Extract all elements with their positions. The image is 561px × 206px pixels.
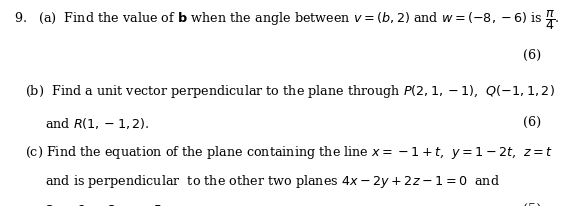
Text: 9.   (a)  Find the value of $\mathbf{b}$ when the angle between $v = (b, 2)$ and: 9. (a) Find the value of $\mathbf{b}$ wh… xyxy=(15,8,560,32)
Text: (b)  Find a unit vector perpendicular to the plane through $P(2, 1, -1)$,  $Q(-1: (b) Find a unit vector perpendicular to … xyxy=(25,83,555,100)
Text: (6): (6) xyxy=(523,48,541,61)
Text: (6): (6) xyxy=(523,115,541,128)
Text: and $R(1, -1, 2)$.: and $R(1, -1, 2)$. xyxy=(45,115,150,130)
Text: (c) Find the equation of the plane containing the line $x = -1 + t$,  $y = 1 - 2: (c) Find the equation of the plane conta… xyxy=(25,143,553,160)
Text: (5): (5) xyxy=(523,202,541,206)
Text: $3x - 6y + 3z = -5$.: $3x - 6y + 3z = -5$. xyxy=(45,202,167,206)
Text: and is perpendicular  to the other two planes $4x - 2y + 2z - 1 = 0$  and: and is perpendicular to the other two pl… xyxy=(45,173,500,190)
